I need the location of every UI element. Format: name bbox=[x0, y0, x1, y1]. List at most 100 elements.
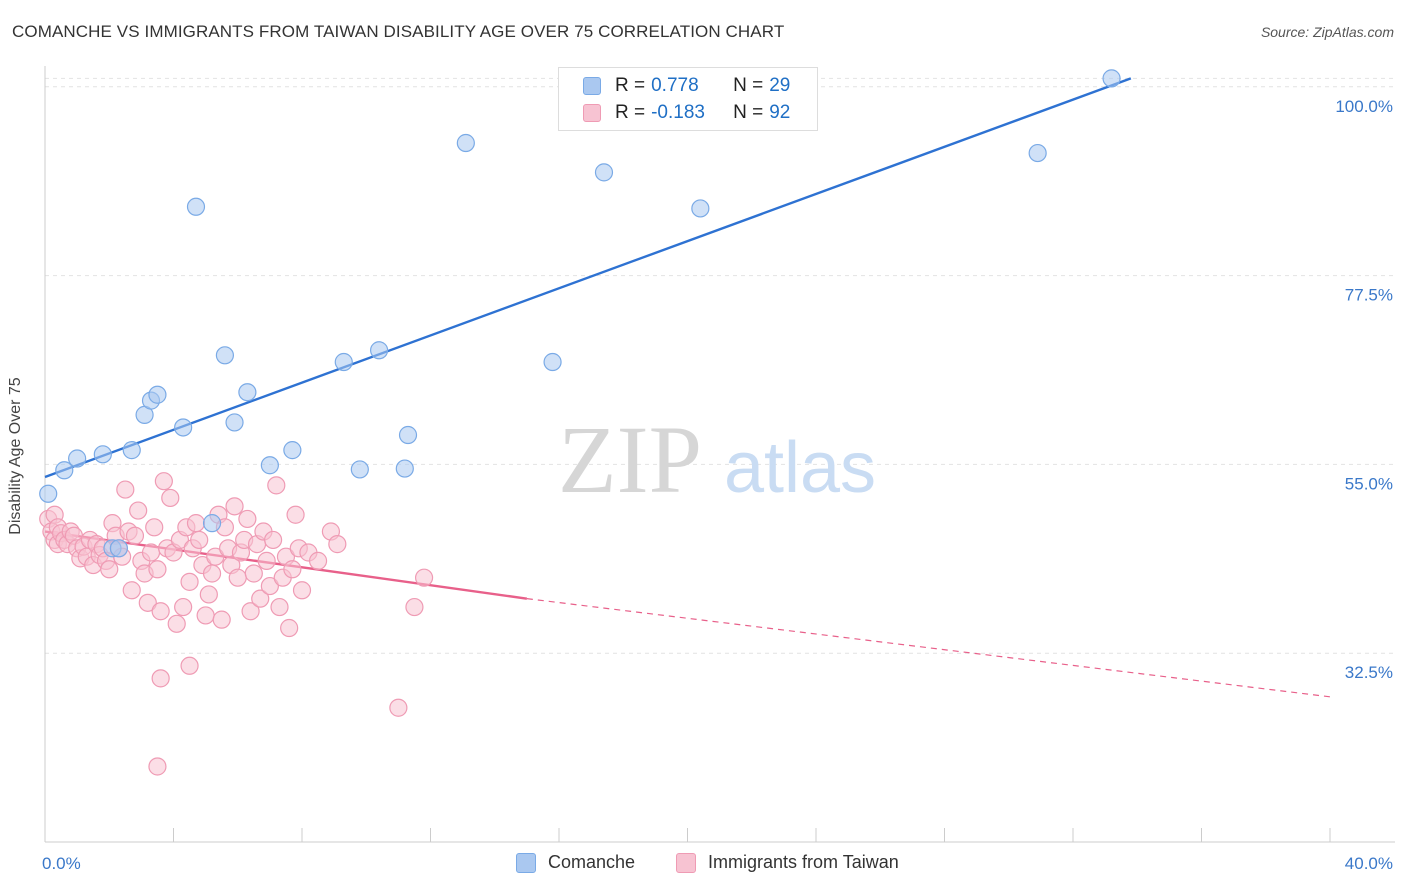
legend-row-taiwan: R = -0.183 N = 92 bbox=[583, 100, 790, 126]
taiwan-point[interactable] bbox=[186, 514, 206, 533]
comanche-point[interactable] bbox=[594, 163, 614, 182]
x-tick-label: 40.0% bbox=[1345, 854, 1393, 873]
comanche-point[interactable] bbox=[456, 133, 475, 153]
taiwan-point[interactable] bbox=[148, 560, 167, 579]
comanche-point[interactable] bbox=[691, 199, 710, 218]
taiwan-point[interactable] bbox=[225, 497, 244, 516]
taiwan-point[interactable] bbox=[292, 581, 312, 600]
taiwan-point[interactable] bbox=[389, 698, 408, 717]
y-tick-label: 100.0% bbox=[1335, 97, 1393, 116]
taiwan-point[interactable] bbox=[122, 581, 141, 600]
taiwan-point[interactable] bbox=[141, 543, 161, 562]
comanche-point[interactable] bbox=[39, 484, 58, 503]
chart-title: COMANCHE VS IMMIGRANTS FROM TAIWAN DISAB… bbox=[12, 22, 785, 41]
r-label: R = bbox=[615, 102, 646, 123]
n-label: N = bbox=[733, 75, 764, 96]
taiwan-point[interactable] bbox=[138, 593, 157, 612]
comanche-point[interactable] bbox=[350, 460, 369, 479]
taiwan-point[interactable] bbox=[190, 530, 209, 550]
trend-lines bbox=[44, 77, 1331, 698]
taiwan-point[interactable] bbox=[151, 602, 170, 621]
taiwan-point[interactable] bbox=[263, 530, 283, 550]
series-legend: Comanche Immigrants from Taiwan bbox=[0, 852, 1406, 878]
taiwan-point[interactable] bbox=[167, 614, 186, 633]
taiwan-point[interactable] bbox=[206, 547, 225, 566]
comanche-point[interactable] bbox=[174, 418, 193, 437]
taiwan-point[interactable] bbox=[180, 656, 199, 675]
legend-swatch-taiwan bbox=[676, 852, 696, 873]
taiwan-point[interactable] bbox=[129, 501, 148, 520]
taiwan-point[interactable] bbox=[151, 669, 170, 688]
y-tick-label: 32.5% bbox=[1345, 663, 1393, 682]
taiwan-point[interactable] bbox=[148, 757, 167, 776]
taiwan-point[interactable] bbox=[228, 568, 247, 587]
taiwan-point[interactable] bbox=[199, 585, 218, 604]
taiwan-point[interactable] bbox=[283, 560, 302, 579]
comanche-point[interactable] bbox=[55, 461, 74, 480]
comanche-point[interactable] bbox=[68, 449, 87, 468]
taiwan-point[interactable] bbox=[328, 535, 347, 554]
taiwan-point[interactable] bbox=[154, 472, 173, 491]
comanche-point[interactable] bbox=[398, 425, 418, 445]
comanche-point[interactable] bbox=[225, 413, 244, 432]
r-label: R = bbox=[615, 75, 646, 96]
taiwan-point[interactable] bbox=[202, 564, 222, 583]
taiwan-point[interactable] bbox=[161, 488, 180, 508]
taiwan-point[interactable] bbox=[196, 606, 215, 625]
correlation-legend: R = 0.778 N = 29 R = -0.183 N = 92 bbox=[558, 67, 818, 131]
taiwan-point[interactable] bbox=[286, 505, 305, 524]
taiwan-point[interactable] bbox=[257, 551, 276, 570]
y-tick-label: 77.5% bbox=[1345, 286, 1393, 305]
comanche-point[interactable] bbox=[260, 456, 279, 475]
r-value: -0.183 bbox=[651, 102, 705, 123]
y-axis-label: Disability Age Over 75 bbox=[7, 377, 24, 535]
comanche-point[interactable] bbox=[215, 346, 234, 365]
comanche-point[interactable] bbox=[148, 385, 167, 404]
legend-label-taiwan: Immigrants from Taiwan bbox=[708, 852, 899, 872]
legend-swatch-comanche bbox=[583, 77, 601, 95]
taiwan-point[interactable] bbox=[125, 526, 145, 545]
taiwan-point[interactable] bbox=[174, 597, 193, 617]
n-value: 29 bbox=[769, 75, 791, 96]
comanche-point[interactable] bbox=[334, 352, 353, 372]
legend-swatch-taiwan bbox=[583, 104, 601, 122]
comanche-point[interactable] bbox=[238, 383, 257, 402]
comanche-point[interactable] bbox=[202, 514, 222, 533]
comanche-point[interactable] bbox=[395, 459, 414, 478]
taiwan-point[interactable] bbox=[100, 560, 119, 579]
y-tick-labels: 32.5% 55.0% 77.5% 100.0% bbox=[1335, 97, 1393, 682]
legend-item-taiwan[interactable]: Immigrants from Taiwan bbox=[676, 852, 899, 873]
taiwan-point[interactable] bbox=[241, 602, 260, 621]
taiwan-point[interactable] bbox=[267, 476, 286, 495]
comanche-point[interactable] bbox=[1028, 143, 1047, 163]
taiwan-point[interactable] bbox=[212, 610, 231, 629]
taiwan-point[interactable] bbox=[238, 509, 257, 529]
taiwan-point[interactable] bbox=[145, 518, 164, 537]
comanche-point[interactable] bbox=[109, 539, 128, 558]
taiwan-point[interactable] bbox=[251, 589, 270, 608]
comanche-point[interactable] bbox=[93, 445, 112, 464]
taiwan-point[interactable] bbox=[260, 576, 279, 596]
legend-item-comanche[interactable]: Comanche bbox=[516, 852, 635, 873]
taiwan-point[interactable] bbox=[308, 551, 328, 570]
comanche-point[interactable] bbox=[186, 197, 206, 216]
taiwan-point[interactable] bbox=[280, 618, 299, 638]
watermark: ZIP atlas bbox=[558, 406, 876, 513]
y-tick-label: 55.0% bbox=[1345, 474, 1393, 493]
taiwan-point[interactable] bbox=[180, 572, 199, 591]
taiwan-point[interactable] bbox=[405, 597, 424, 617]
r-value: 0.778 bbox=[651, 75, 699, 96]
comanche-point[interactable] bbox=[122, 441, 141, 460]
comanche-point[interactable] bbox=[1102, 69, 1121, 88]
n-label: N = bbox=[733, 102, 764, 123]
legend-label-comanche: Comanche bbox=[548, 852, 636, 872]
n-value: 92 bbox=[769, 102, 791, 123]
comanche-point[interactable] bbox=[283, 441, 302, 460]
comanche-point[interactable] bbox=[370, 341, 389, 360]
comanche-point[interactable] bbox=[543, 352, 562, 372]
taiwan-point[interactable] bbox=[116, 480, 135, 499]
taiwan-point[interactable] bbox=[270, 597, 289, 617]
taiwan-point[interactable] bbox=[414, 568, 434, 587]
taiwan-point[interactable] bbox=[244, 564, 263, 583]
